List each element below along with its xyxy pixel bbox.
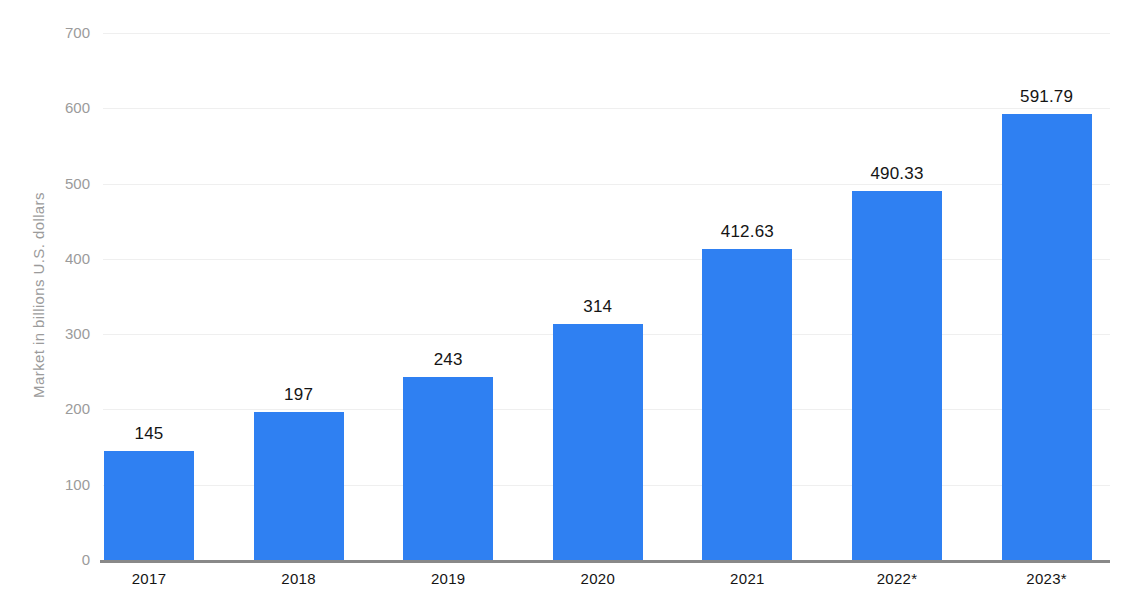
bar-2021[interactable] xyxy=(702,249,792,560)
x-tick-label-2023: 2023* xyxy=(977,570,1117,587)
gridline-600 xyxy=(103,108,1110,109)
y-tick-label-0: 0 xyxy=(0,550,90,570)
x-tick-label-2017: 2017 xyxy=(79,570,219,587)
y-tick-label-700: 700 xyxy=(0,23,90,43)
bar-2017[interactable] xyxy=(104,451,194,560)
y-tick-label-400: 400 xyxy=(0,249,90,269)
y-tick-label-300: 300 xyxy=(0,324,90,344)
y-tick-label-500: 500 xyxy=(0,174,90,194)
value-label-2020: 314 xyxy=(528,297,668,317)
value-label-2022: 490.33 xyxy=(827,164,967,184)
bar-2023[interactable] xyxy=(1002,114,1092,560)
y-tick-label-200: 200 xyxy=(0,399,90,419)
plot-area: 145197243314412.63490.33591.79 xyxy=(100,33,1110,560)
gridline-700 xyxy=(103,33,1110,34)
x-axis-line xyxy=(100,560,1110,563)
bar-2018[interactable] xyxy=(254,412,344,560)
bar-2020[interactable] xyxy=(553,324,643,560)
y-tick-label-600: 600 xyxy=(0,98,90,118)
value-label-2018: 197 xyxy=(229,385,369,405)
bar-2019[interactable] xyxy=(403,377,493,560)
x-tick-label-2021: 2021 xyxy=(677,570,817,587)
bar-chart: Market in billions U.S. dollars 14519724… xyxy=(0,0,1140,611)
x-tick-label-2022: 2022* xyxy=(827,570,967,587)
value-label-2019: 243 xyxy=(378,350,518,370)
bar-2022[interactable] xyxy=(852,191,942,560)
value-label-2021: 412.63 xyxy=(677,222,817,242)
x-tick-label-2019: 2019 xyxy=(378,570,518,587)
y-tick-label-100: 100 xyxy=(0,475,90,495)
gridline-400 xyxy=(103,259,1110,260)
value-label-2017: 145 xyxy=(79,424,219,444)
x-tick-label-2018: 2018 xyxy=(229,570,369,587)
x-tick-label-2020: 2020 xyxy=(528,570,668,587)
value-label-2023: 591.79 xyxy=(977,87,1117,107)
